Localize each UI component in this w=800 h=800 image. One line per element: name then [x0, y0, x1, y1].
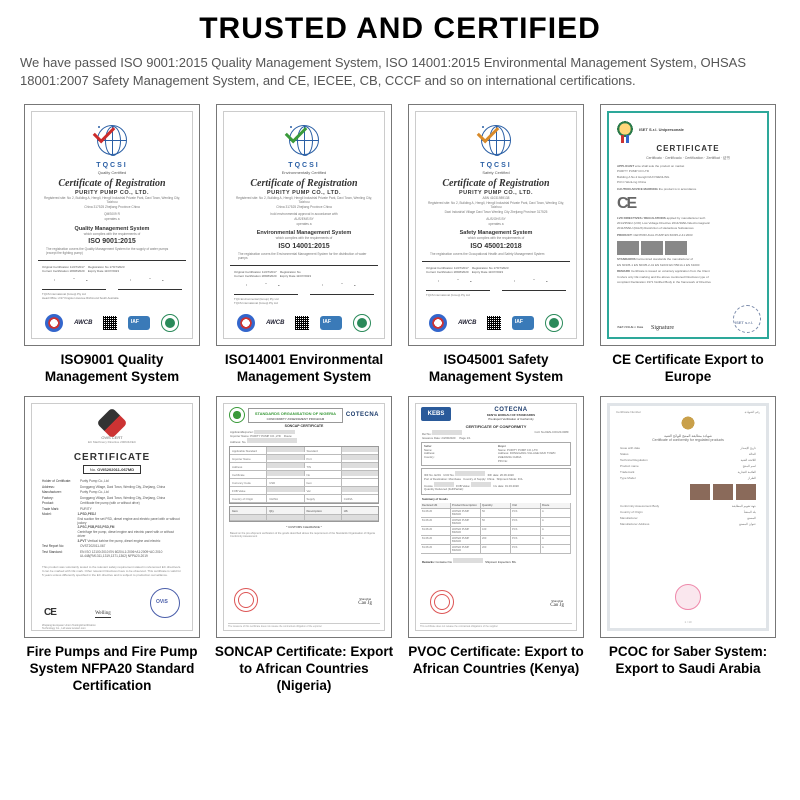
addr-line: Registered site: No 2, Building A, Hengl… — [40, 197, 184, 205]
cert-image-ce: ISET S.r.l. Unipersonale CERTIFICATE Cer… — [600, 104, 776, 346]
qr-icon — [487, 316, 501, 330]
manufacturer: Purity Pump Co.,Ltd — [80, 490, 109, 494]
iaf-icon — [128, 316, 150, 330]
cert-no: OVIS202011-067MD — [97, 467, 134, 472]
kebs-logo: KEBS — [421, 407, 451, 421]
page-title: TRUSTED AND CERTIFIED — [20, 12, 780, 46]
cert-image-soncap: STANDARDS ORGANISATION OF NIGERIA CONFOR… — [216, 396, 392, 638]
jasanz-icon — [353, 314, 371, 332]
org-name: STANDARDS ORGANISATION OF NIGERIA — [252, 411, 339, 416]
stamp-icon — [430, 590, 454, 614]
iaf-icon — [512, 316, 534, 330]
cert-image-nfpa20: OViS CERT EC Machinery Directive 2006/42… — [24, 396, 200, 638]
cert-cell-pvoc: KEBS COTECNA KENYA BUREAU OF STANDARDS P… — [404, 396, 588, 695]
stamp-icon — [150, 588, 180, 618]
cert-heading: Certificate of Registration — [420, 178, 572, 189]
cert-image-iso45001: TQCSI Safety Certified Certificate of Re… — [408, 104, 584, 346]
cert-cell-iso14001: TQCSI Environmentally Certified Certific… — [212, 104, 396, 386]
qr-icon — [295, 316, 309, 330]
cert-caption: Fire Pumps and Fire Pump System NFPA20 S… — [22, 644, 202, 695]
son-logo-icon — [229, 407, 245, 423]
cert-caption: ISO14001 Environmental Management System — [214, 352, 394, 386]
iso-standard: ISO 14001:2015 — [228, 243, 380, 250]
cert-caption: ISO9001 Quality Management System — [22, 352, 202, 386]
stamp-icon — [675, 584, 701, 610]
awcb-logo: AWCB — [266, 320, 284, 326]
cert-image-iso14001: TQCSI Environmentally Certified Certific… — [216, 104, 392, 346]
stamp-icon — [234, 588, 258, 612]
cert-image-pcoc: Certificate Number رقم الشهادة شهادة مطا… — [600, 396, 776, 638]
cert-cell-pcoc: Certificate Number رقم الشهادة شهادة مطا… — [596, 396, 780, 695]
addr-line: China 317525 Zhejiang Province China — [232, 206, 376, 210]
addr-line: Registered site: No 2, Building A, Hengl… — [232, 197, 376, 205]
certificate-grid: TQCSI Quality Certified Certificate of R… — [20, 104, 780, 694]
cert-image-iso9001: TQCSI Quality Certified Certificate of R… — [24, 104, 200, 346]
ce-mark-icon: CE — [44, 607, 56, 618]
cert-cell-iso9001: TQCSI Quality Certified Certificate of R… — [20, 104, 204, 386]
pre-title: Quality Certified — [36, 170, 188, 175]
cert-caption: CE Certificate Export to Europe — [598, 352, 778, 386]
iaf-icon — [320, 316, 342, 330]
cert-heading: CERTIFICATE OF CONFORMITY — [418, 424, 574, 429]
addr-line: Registered site: No 2, Building A, Hengl… — [424, 202, 568, 210]
cert-caption: PVOC Certificate: Export to African Coun… — [406, 644, 586, 678]
qr-icon — [103, 316, 117, 330]
iso-standard: ISO 9001:2015 — [36, 238, 188, 245]
subtitle: We have passed ISO 9001:2015 Quality Man… — [20, 54, 780, 90]
ovis-logo-icon — [96, 408, 127, 439]
addr-line: China 317525 Zhejiang Province China — [40, 206, 184, 210]
cert-caption: SONCAP Certificate: Export to African Co… — [214, 644, 394, 695]
cert-cell-nfpa20: OViS CERT EC Machinery Directive 2006/42… — [20, 396, 204, 695]
tqcsi-logo-text: TQCSI — [36, 162, 188, 169]
title-en: Certificate of conformity for regulated … — [616, 438, 760, 442]
pre-title: Environmentally Certified — [228, 170, 380, 175]
jasanz-icon — [545, 314, 563, 332]
pre-title: Safety Certified — [420, 170, 572, 175]
tqcsi-logo-text: TQCSI — [420, 162, 572, 169]
cert-heading: CERTIFICATE — [613, 144, 763, 153]
trademark: PURITY — [80, 507, 92, 511]
stamp-icon — [733, 305, 761, 333]
address: Donggang Village, Daxi Town, Wenling Cit… — [80, 485, 165, 489]
jasanz-icon — [161, 314, 179, 332]
system-name: Quality Management System — [36, 226, 188, 232]
cert-cell-iso45001: TQCSI Safety Certified Certificate of Re… — [404, 104, 588, 386]
rosette-icon — [615, 119, 635, 139]
cert-cell-soncap: STANDARDS ORGANISATION OF NIGERIA CONFOR… — [212, 396, 396, 695]
cert-image-pvoc: KEBS COTECNA KENYA BUREAU OF STANDARDS P… — [408, 396, 584, 638]
cert-heading: CERTIFICATE — [36, 452, 188, 463]
cert-sub: SONCAP CERTIFICATE — [226, 424, 382, 428]
cotecna-logo: COTECNA — [346, 412, 379, 418]
cert-caption: PCOC for Saber System: Export to Saudi A… — [598, 644, 778, 678]
holder: Purity Pump Co.,Ltd — [80, 479, 109, 483]
tqcsi-logo-text: TQCSI — [228, 162, 380, 169]
cert-cell-ce: ISET S.r.l. Unipersonale CERTIFICATE Cer… — [596, 104, 780, 386]
cert-heading: Certificate of Registration — [36, 178, 188, 189]
iso-standard: ISO 45001:2018 — [420, 243, 572, 250]
awcb-logo: AWCB — [458, 320, 476, 326]
iset-text: ISET S.r.l. Unipersonale — [639, 127, 684, 132]
awcb-logo: AWCB — [74, 320, 92, 326]
program: Pre-Export Verification of Conformity — [451, 417, 571, 421]
cert-heading: Certificate of Registration — [228, 178, 380, 189]
ce-mark-icon: CE — [617, 194, 759, 215]
product: Certificate fire pump (with or without d… — [80, 501, 140, 505]
cert-caption: ISO45001 Safety Management System — [406, 352, 586, 386]
crest-icon — [679, 414, 697, 432]
